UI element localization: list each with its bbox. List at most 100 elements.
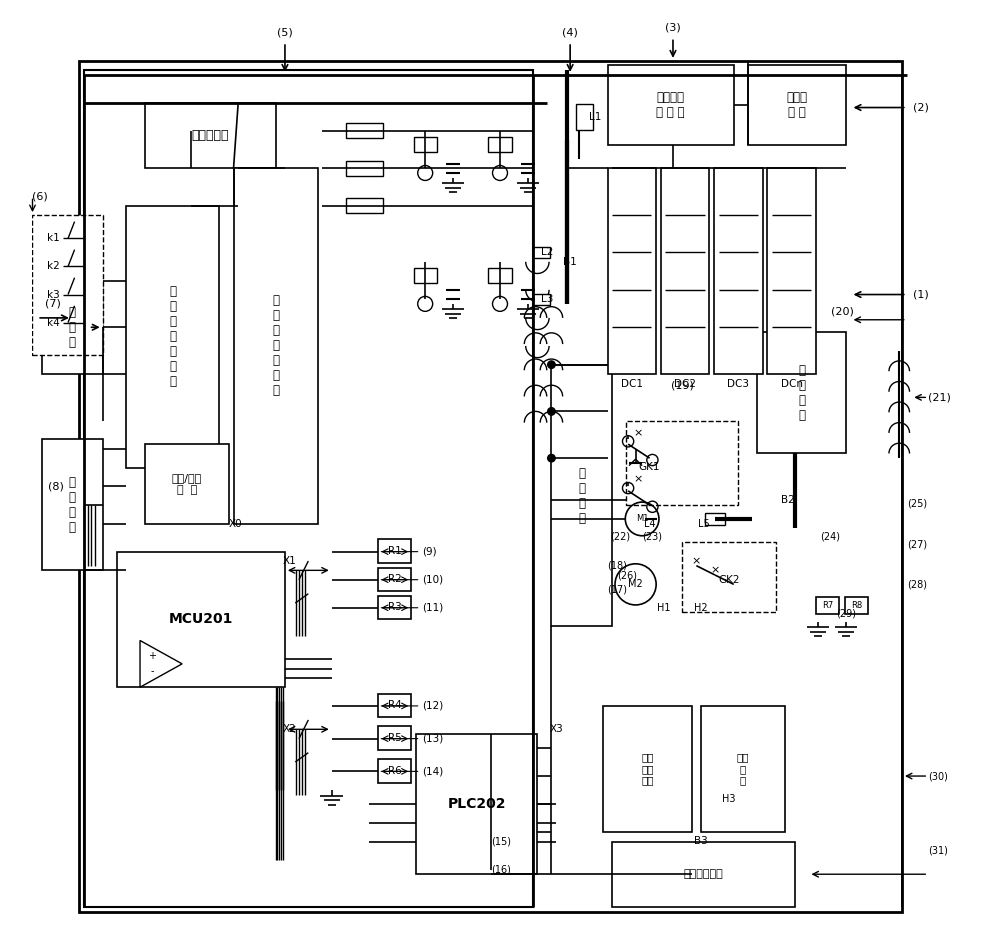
- Text: (17): (17): [608, 584, 628, 594]
- Text: (21): (21): [928, 393, 951, 402]
- Text: (1): (1): [913, 290, 929, 299]
- Text: (14): (14): [422, 767, 444, 776]
- Text: (27): (27): [907, 539, 927, 549]
- Text: 能量管理
矩 阵 机: 能量管理 矩 阵 机: [656, 92, 685, 119]
- Bar: [533, 294, 550, 305]
- Text: (20): (20): [831, 307, 853, 317]
- FancyBboxPatch shape: [378, 759, 411, 783]
- Bar: [414, 268, 437, 283]
- Text: R5: R5: [388, 733, 402, 743]
- Text: (4): (4): [562, 27, 578, 37]
- Text: (13): (13): [422, 734, 444, 743]
- Text: L3: L3: [541, 295, 553, 304]
- FancyBboxPatch shape: [234, 168, 318, 524]
- Text: DC3: DC3: [727, 379, 749, 389]
- Text: R1: R1: [388, 546, 402, 556]
- FancyBboxPatch shape: [714, 168, 763, 374]
- Text: DC2: DC2: [674, 379, 696, 389]
- Bar: [533, 247, 550, 258]
- FancyBboxPatch shape: [701, 706, 785, 832]
- Text: R6: R6: [388, 766, 402, 776]
- Text: L4: L4: [644, 519, 655, 528]
- Text: R8: R8: [851, 601, 862, 611]
- FancyBboxPatch shape: [126, 206, 219, 468]
- FancyBboxPatch shape: [378, 568, 411, 591]
- Text: 电源调节器: 电源调节器: [191, 129, 229, 142]
- Text: B3: B3: [694, 837, 708, 846]
- Text: L1: L1: [589, 112, 601, 122]
- Text: X2: X2: [283, 725, 296, 734]
- Text: (6): (6): [32, 192, 48, 201]
- Text: (30): (30): [928, 771, 948, 781]
- Text: MCU201: MCU201: [169, 612, 233, 626]
- Text: GK2: GK2: [718, 575, 740, 584]
- FancyBboxPatch shape: [84, 70, 533, 907]
- FancyBboxPatch shape: [32, 215, 103, 355]
- FancyBboxPatch shape: [378, 596, 411, 619]
- FancyBboxPatch shape: [845, 597, 868, 614]
- Text: X1: X1: [283, 556, 296, 566]
- FancyBboxPatch shape: [42, 439, 103, 570]
- Circle shape: [548, 454, 555, 462]
- FancyBboxPatch shape: [42, 280, 103, 374]
- Bar: [346, 123, 383, 138]
- Bar: [488, 137, 512, 152]
- FancyBboxPatch shape: [626, 421, 738, 505]
- Text: 电源
变
换: 电源 变 换: [737, 753, 749, 785]
- Text: 驱
动
与
控
制
模
块: 驱 动 与 控 制 模 块: [272, 295, 279, 397]
- Text: ×: ×: [634, 475, 643, 484]
- Text: (10): (10): [422, 575, 444, 584]
- Text: 控
制
电
源: 控 制 电 源: [578, 467, 585, 525]
- FancyBboxPatch shape: [145, 444, 229, 524]
- Text: +: +: [148, 652, 156, 661]
- Text: (22): (22): [611, 531, 631, 541]
- Text: k3: k3: [47, 290, 59, 299]
- Text: (11): (11): [422, 603, 444, 612]
- Text: X3: X3: [549, 725, 563, 734]
- Text: -: -: [150, 667, 154, 676]
- FancyBboxPatch shape: [551, 365, 612, 626]
- Text: H2: H2: [694, 603, 708, 612]
- Text: 保
护
装
置: 保 护 装 置: [798, 364, 805, 422]
- Text: (24): (24): [820, 531, 840, 541]
- Text: 换流配电装置: 换流配电装置: [683, 870, 723, 879]
- Circle shape: [548, 361, 555, 368]
- FancyBboxPatch shape: [378, 694, 411, 717]
- FancyBboxPatch shape: [682, 542, 776, 612]
- Text: (3): (3): [665, 22, 681, 33]
- Text: X0: X0: [229, 519, 242, 528]
- FancyBboxPatch shape: [748, 65, 846, 145]
- Text: (28): (28): [907, 580, 927, 589]
- FancyBboxPatch shape: [79, 61, 902, 912]
- FancyBboxPatch shape: [117, 552, 285, 687]
- Text: (16): (16): [491, 865, 511, 874]
- Text: (23): (23): [642, 531, 662, 541]
- Text: DCn: DCn: [781, 379, 803, 389]
- Text: DC1: DC1: [621, 379, 643, 389]
- Text: 电子
开关
组件: 电子 开关 组件: [641, 753, 654, 785]
- FancyBboxPatch shape: [612, 842, 795, 907]
- Text: (25): (25): [907, 498, 927, 508]
- FancyBboxPatch shape: [603, 706, 692, 832]
- Text: k4: k4: [47, 318, 59, 327]
- Text: 输入/输出
转  换: 输入/输出 转 换: [172, 473, 202, 495]
- FancyBboxPatch shape: [816, 597, 839, 614]
- Text: PLC202: PLC202: [447, 798, 506, 811]
- Text: (29): (29): [836, 609, 856, 619]
- Text: L5: L5: [698, 519, 710, 528]
- FancyBboxPatch shape: [608, 168, 656, 374]
- Bar: [705, 513, 725, 525]
- FancyBboxPatch shape: [767, 168, 816, 374]
- Text: M2: M2: [628, 580, 643, 589]
- Text: 通
信
模
块: 通 信 模 块: [69, 476, 76, 534]
- Text: ×: ×: [634, 428, 643, 438]
- Text: R2: R2: [388, 574, 402, 584]
- Text: H1: H1: [657, 603, 670, 612]
- Text: (26): (26): [617, 570, 637, 580]
- FancyBboxPatch shape: [608, 65, 734, 145]
- FancyBboxPatch shape: [661, 168, 709, 374]
- Bar: [576, 104, 593, 130]
- Bar: [488, 268, 512, 283]
- Text: R7: R7: [822, 601, 833, 611]
- Text: k2: k2: [47, 262, 59, 271]
